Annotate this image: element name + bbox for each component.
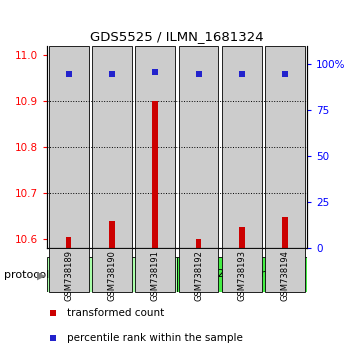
Bar [265, 248, 305, 292]
Bar [49, 46, 88, 248]
Text: ▶: ▶ [37, 270, 46, 280]
Text: GSM738191: GSM738191 [151, 250, 160, 301]
Bar [92, 46, 132, 248]
Bar [49, 248, 88, 292]
Bar [66, 237, 71, 248]
Bar [177, 257, 307, 292]
Bar [222, 248, 262, 292]
Text: miR-205 silencing: miR-205 silencing [192, 269, 292, 279]
Text: GSM738193: GSM738193 [238, 250, 246, 301]
Text: GSM738194: GSM738194 [281, 250, 290, 301]
Bar [282, 217, 288, 248]
Text: percentile rank within the sample: percentile rank within the sample [67, 333, 243, 343]
Bar [222, 46, 262, 248]
Bar [47, 257, 177, 292]
Text: protocol: protocol [4, 270, 49, 280]
Bar [109, 221, 115, 248]
Bar [135, 248, 175, 292]
Bar [92, 248, 132, 292]
Text: GSM738189: GSM738189 [64, 250, 73, 301]
Text: transformed count: transformed count [67, 308, 164, 318]
Bar [196, 239, 201, 248]
Bar [135, 46, 175, 248]
Title: GDS5525 / ILMN_1681324: GDS5525 / ILMN_1681324 [90, 30, 264, 44]
Bar [179, 46, 218, 248]
Text: GSM738190: GSM738190 [108, 250, 116, 301]
Bar [152, 101, 158, 248]
Bar [179, 248, 218, 292]
Bar [239, 227, 245, 248]
Text: control: control [93, 269, 131, 279]
Bar [265, 46, 305, 248]
Text: GSM738192: GSM738192 [194, 250, 203, 301]
